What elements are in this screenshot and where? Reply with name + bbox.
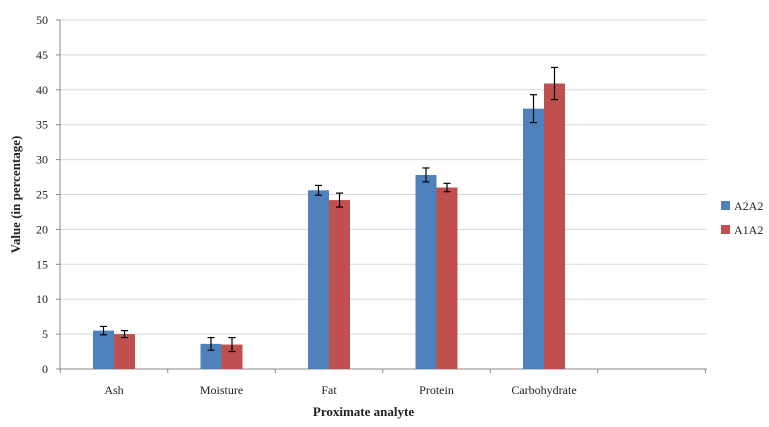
bar-A1A2-moisture: [221, 344, 243, 369]
legend-label-A2A2: A2A2: [734, 199, 763, 213]
y-tick-label: 15: [36, 257, 48, 271]
x-tick-label: Fat: [321, 383, 337, 397]
bars: [93, 83, 565, 370]
bar-A1A2-ash: [114, 334, 135, 369]
x-tick-label: Carbohydrate: [511, 383, 576, 397]
legend-swatch-A2A2: [721, 201, 730, 210]
y-tick-label: 45: [36, 48, 48, 62]
legend-swatch-A1A2: [721, 225, 730, 234]
y-tick-label: 0: [42, 362, 48, 376]
y-axis-title: Value (in percentage): [8, 136, 23, 254]
legend: A2A2 A1A2: [721, 199, 763, 237]
x-axis-title: Proximate analyte: [313, 404, 414, 419]
y-tick-label: 10: [36, 292, 48, 306]
bar-A2A2-protein: [415, 174, 437, 369]
y-tick-label: 50: [36, 13, 48, 27]
legend-label-A1A2: A1A2: [734, 223, 763, 237]
y-tick-label: 40: [36, 83, 48, 97]
bar-A1A2-fat: [329, 200, 350, 369]
y-tick-label: 30: [36, 153, 48, 167]
bar-A1A2-carbohydrate: [544, 83, 565, 369]
error-bars: [100, 66, 558, 353]
bar-A2A2-ash: [93, 330, 114, 369]
y-tick-label: 5: [42, 327, 48, 341]
y-tick-label: 25: [36, 188, 48, 202]
bar-A2A2-carbohydrate: [523, 108, 544, 370]
x-tick-label: Protein: [419, 383, 454, 397]
x-tick-label: Moisture: [200, 383, 243, 397]
bar-A2A2-fat: [308, 190, 329, 369]
tick-labels: 0 5 10 15 20 25 30 35 40 45 50 Ash Moisture Fat Protei…: [36, 13, 577, 397]
y-tick-label: 20: [36, 222, 48, 236]
axes: [56, 19, 707, 373]
bar-A2A2-moisture: [200, 343, 222, 369]
x-tick-label: Ash: [104, 383, 123, 397]
y-tick-label: 35: [36, 118, 48, 132]
gridlines: [60, 19, 707, 335]
bar-A1A2-protein: [436, 187, 458, 369]
